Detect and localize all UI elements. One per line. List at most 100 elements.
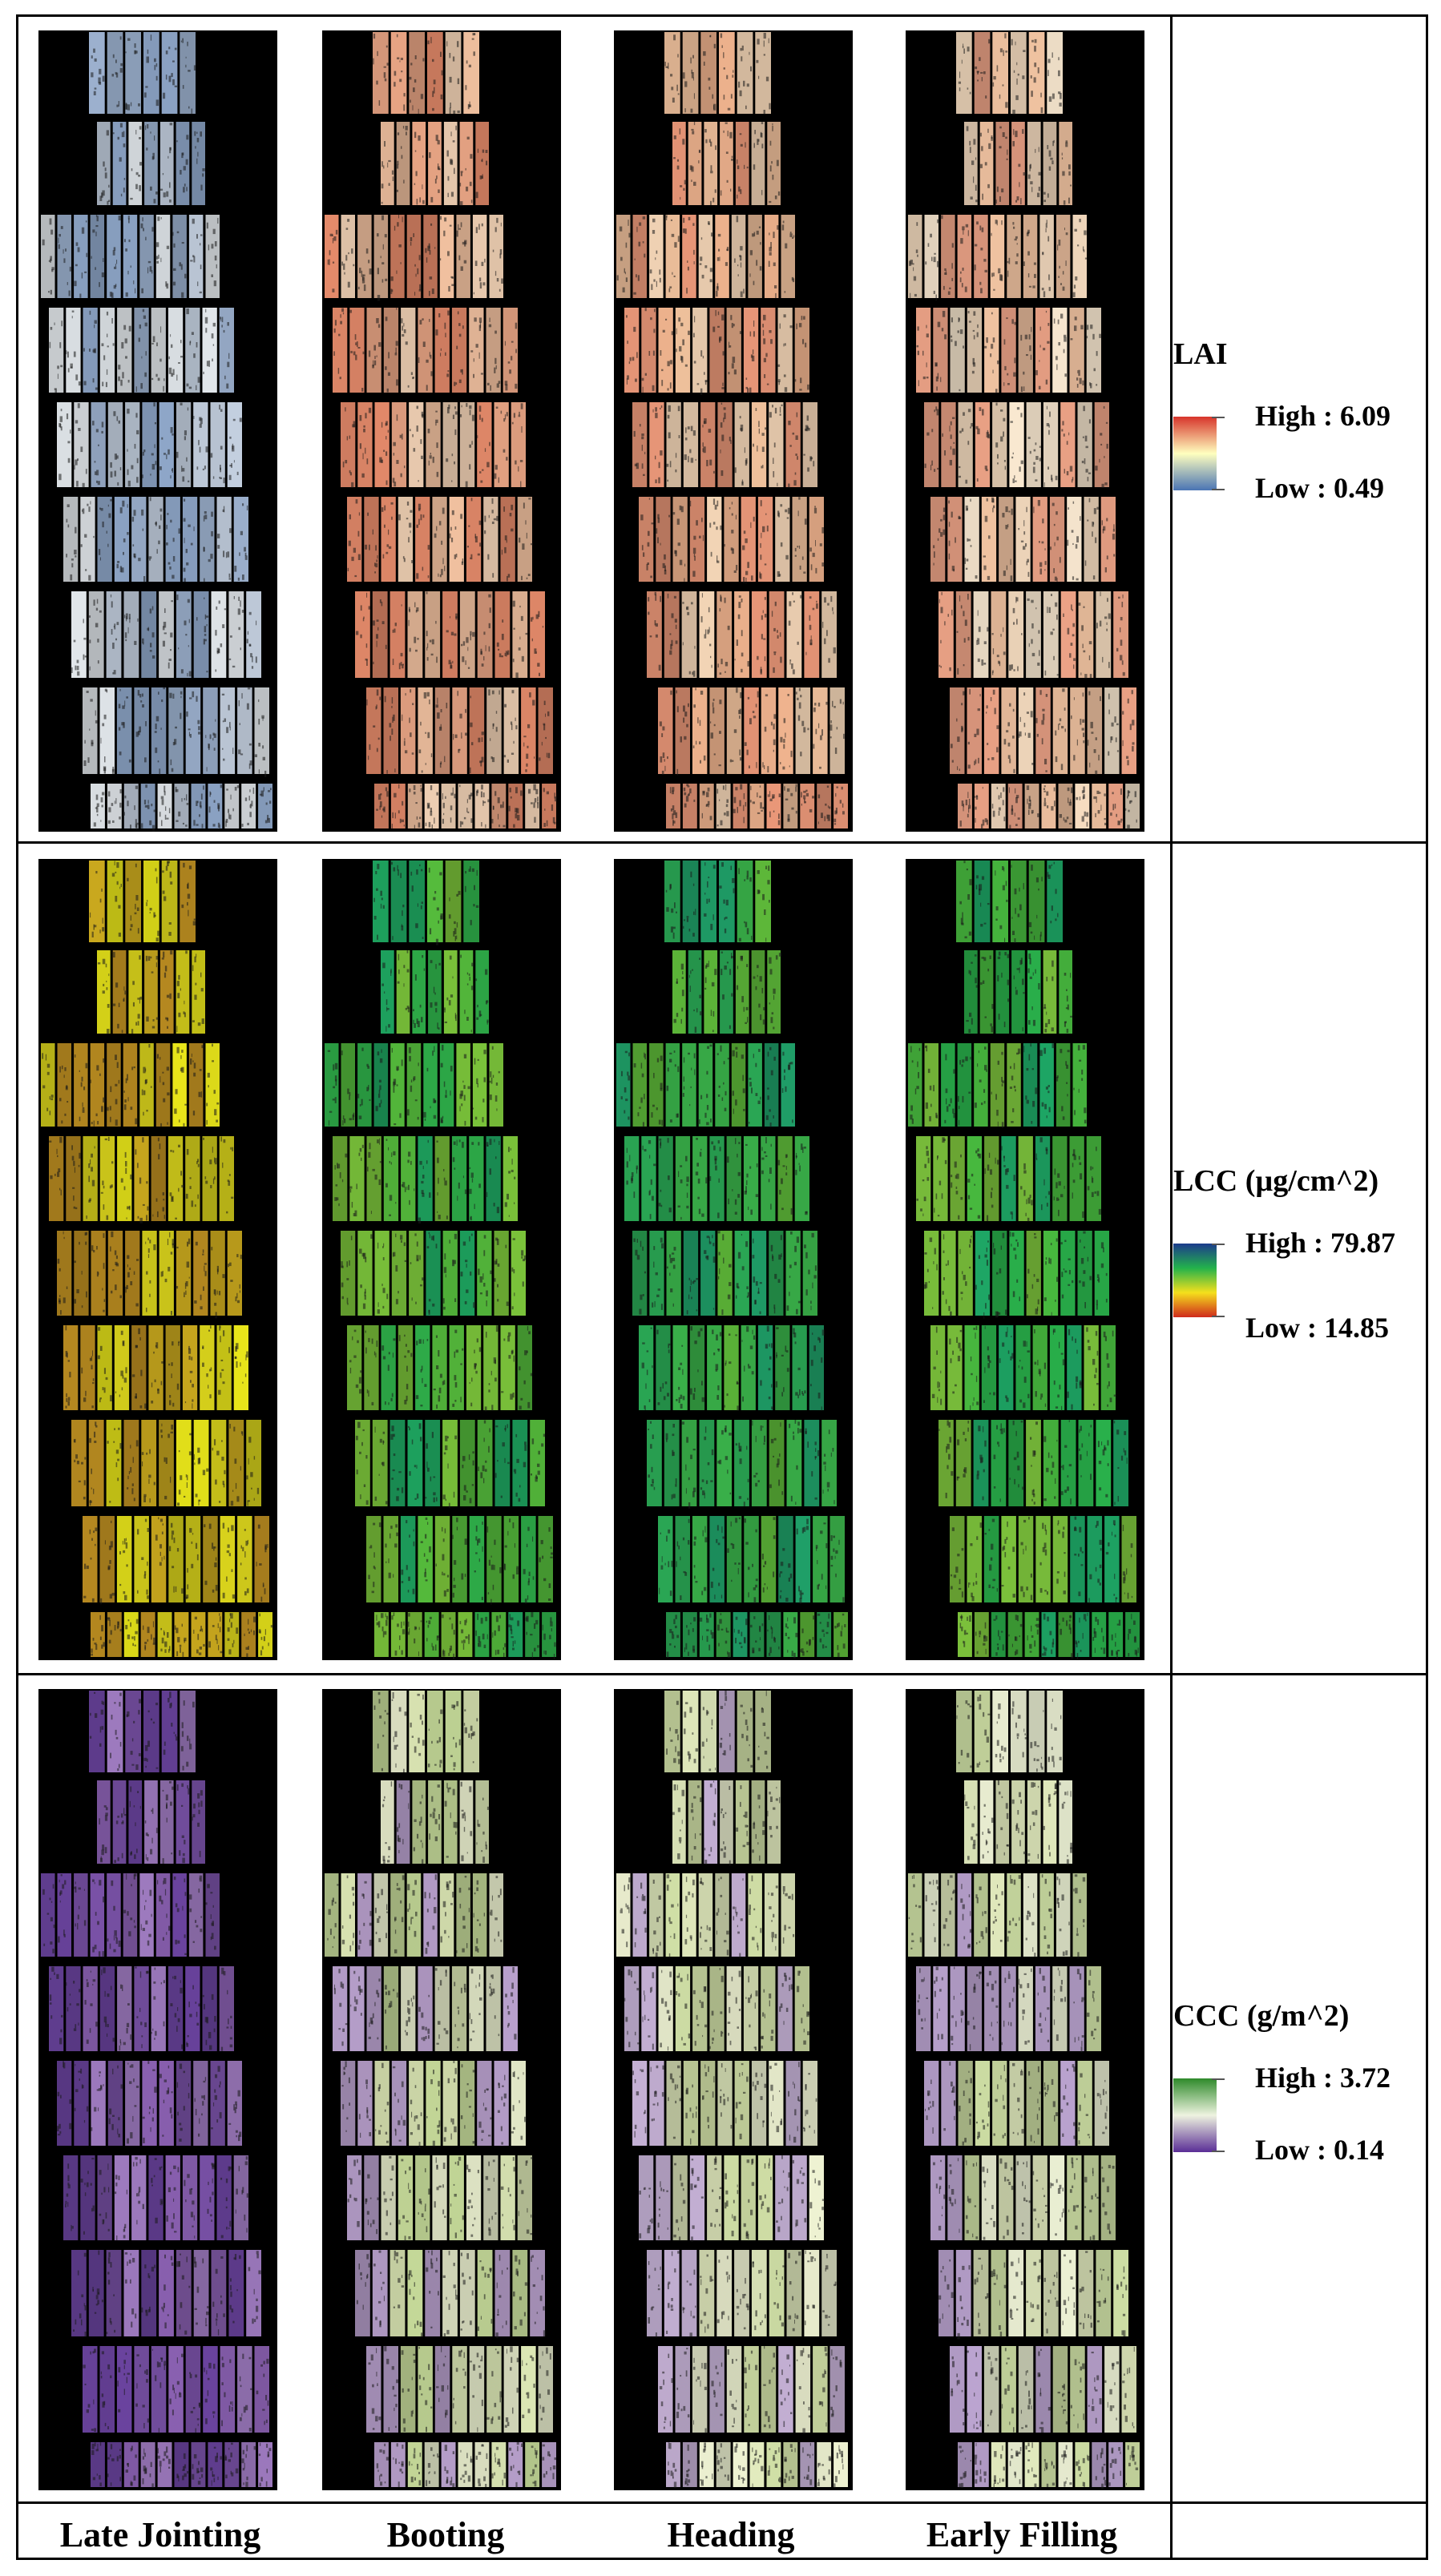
texture-speck <box>381 897 383 901</box>
texture-speck <box>965 800 968 806</box>
texture-speck <box>1080 325 1084 330</box>
texture-speck <box>1053 523 1056 526</box>
field-plot-strip <box>106 591 122 678</box>
texture-speck <box>205 308 207 312</box>
texture-speck <box>481 261 484 266</box>
texture-speck <box>803 316 805 320</box>
texture-speck <box>712 522 716 525</box>
texture-speck <box>673 34 676 41</box>
texture-speck <box>181 242 184 244</box>
texture-speck <box>158 540 160 545</box>
texture-speck <box>1074 316 1077 320</box>
texture-speck <box>144 1403 147 1409</box>
texture-speck <box>511 690 515 694</box>
texture-speck <box>228 474 232 481</box>
texture-speck <box>374 562 376 566</box>
texture-speck <box>795 784 797 788</box>
texture-speck <box>933 290 935 294</box>
texture-speck <box>270 788 272 791</box>
texture-speck <box>91 742 94 744</box>
texture-speck <box>1085 445 1088 449</box>
texture-speck <box>262 756 265 760</box>
texture-speck <box>731 502 733 505</box>
field-plot-strip <box>400 687 416 774</box>
texture-speck <box>494 357 497 365</box>
texture-speck <box>149 1280 151 1284</box>
texture-speck <box>935 294 937 301</box>
texture-speck <box>228 704 230 711</box>
texture-speck <box>414 636 417 643</box>
field-plot-strip <box>794 308 809 393</box>
texture-speck <box>747 661 750 667</box>
texture-speck <box>396 34 398 38</box>
texture-speck <box>1067 539 1069 546</box>
texture-speck <box>709 816 712 820</box>
texture-speck <box>647 562 649 565</box>
texture-speck <box>1003 651 1006 655</box>
texture-speck <box>442 558 444 565</box>
texture-speck <box>463 260 467 264</box>
texture-speck <box>981 227 984 232</box>
texture-speck <box>117 1621 119 1628</box>
texture-speck <box>785 798 789 800</box>
texture-speck <box>189 1370 193 1373</box>
texture-speck <box>673 135 676 139</box>
texture-speck <box>264 1629 266 1635</box>
texture-speck <box>1088 472 1092 474</box>
texture-speck <box>103 1097 106 1103</box>
texture-speck <box>641 436 644 440</box>
texture-speck <box>1076 377 1079 381</box>
texture-speck <box>669 360 673 365</box>
texture-speck <box>1010 421 1013 423</box>
texture-speck <box>212 1542 214 1550</box>
texture-speck <box>103 983 105 986</box>
texture-speck <box>87 503 89 506</box>
field-plot-strip <box>241 1612 256 1657</box>
texture-speck <box>155 1198 158 1202</box>
texture-speck <box>229 436 232 439</box>
texture-speck <box>788 620 791 626</box>
texture-speck <box>71 667 73 673</box>
texture-speck <box>739 90 742 97</box>
texture-speck <box>124 632 127 639</box>
texture-speck <box>418 108 419 115</box>
texture-speck <box>418 518 420 526</box>
texture-speck <box>494 330 497 334</box>
map-field-image <box>325 32 557 830</box>
texture-speck <box>388 159 391 163</box>
texture-speck <box>379 801 382 808</box>
texture-speck <box>481 737 483 742</box>
texture-speck <box>625 242 628 248</box>
texture-speck <box>956 718 958 722</box>
texture-speck <box>777 570 780 577</box>
texture-speck <box>1120 655 1123 661</box>
texture-speck <box>992 82 995 87</box>
texture-speck <box>227 1627 230 1632</box>
texture-speck <box>676 328 677 335</box>
texture-speck <box>743 80 745 87</box>
texture-speck <box>722 351 725 356</box>
texture-speck <box>1017 666 1019 671</box>
texture-speck <box>125 1078 127 1083</box>
texture-speck <box>414 602 416 607</box>
texture-speck <box>430 753 433 757</box>
texture-speck <box>136 458 139 464</box>
texture-speck <box>57 365 59 369</box>
texture-speck <box>244 1633 245 1636</box>
texture-speck <box>720 190 722 196</box>
texture-speck <box>496 278 499 282</box>
texture-speck <box>733 796 737 804</box>
texture-speck <box>702 442 704 447</box>
texture-speck <box>107 1618 111 1621</box>
texture-speck <box>51 269 54 272</box>
texture-speck <box>213 1090 216 1094</box>
texture-speck <box>60 365 63 368</box>
texture-speck <box>1014 475 1015 479</box>
texture-speck <box>127 1635 131 1639</box>
texture-speck <box>409 717 410 724</box>
texture-speck <box>253 1616 256 1623</box>
texture-speck <box>684 437 688 441</box>
texture-speck <box>953 569 955 572</box>
texture-speck <box>114 454 117 460</box>
field-plot-strip <box>80 1325 95 1410</box>
